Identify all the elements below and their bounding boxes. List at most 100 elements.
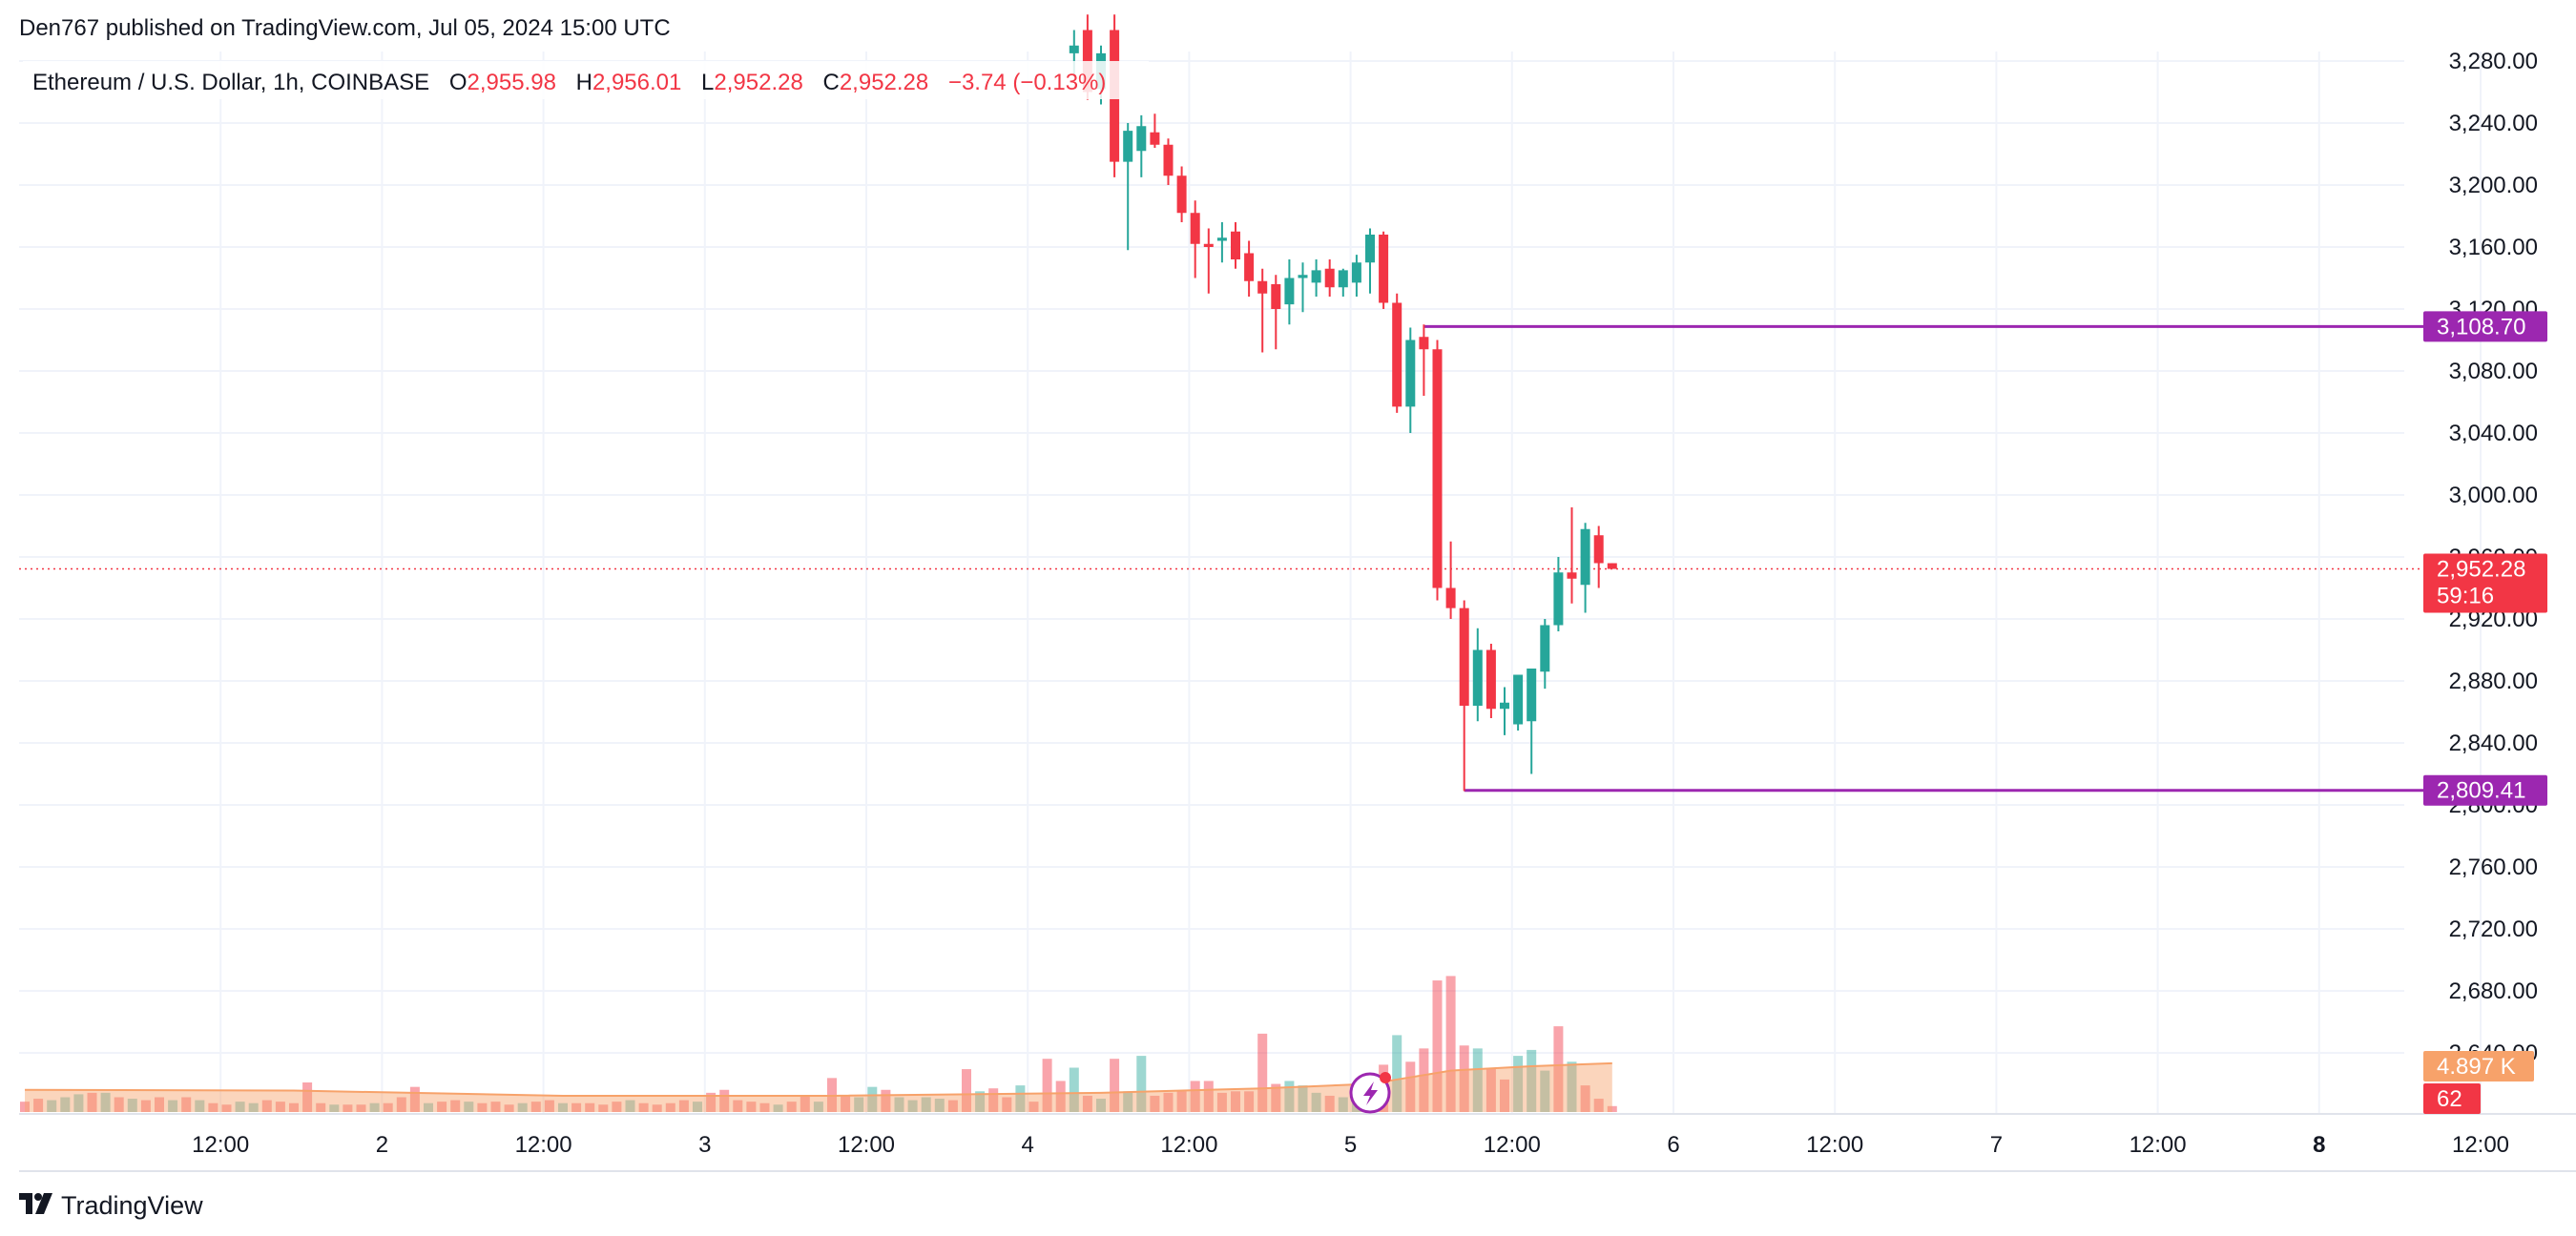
volume-bar bbox=[1485, 1067, 1496, 1112]
price-tick-label: 2,680.00 bbox=[2449, 978, 2538, 1004]
legend-symbol: Ethereum / U.S. Dollar, 1h, COINBASE bbox=[32, 70, 429, 95]
time-axis[interactable]: 12:00 2 12:00 3 12:00 4 12:00 5 12:00 6 12:00 7 12:0… bbox=[192, 1132, 2509, 1158]
time-tick-label: 2 bbox=[376, 1132, 388, 1158]
chart-pane[interactable] bbox=[19, 52, 2404, 1114]
legend-change: −3.74 (−0.13%) bbox=[948, 70, 1106, 95]
volume-bar bbox=[773, 1104, 783, 1112]
price-tick-label: 3,200.00 bbox=[2449, 173, 2538, 198]
price-tick-label: 2,840.00 bbox=[2449, 731, 2538, 756]
time-tick-label: 7 bbox=[1990, 1132, 2003, 1158]
volume-bar bbox=[195, 1100, 205, 1112]
volume-bar bbox=[1500, 1079, 1509, 1112]
time-tick-label: 12:00 bbox=[1806, 1132, 1863, 1158]
time-tick-label: 12:00 bbox=[2452, 1132, 2509, 1158]
candle-body bbox=[1190, 213, 1200, 244]
legend-close-value: 2,952.28 bbox=[840, 70, 928, 95]
volume-last-badge-text: 62 bbox=[2437, 1086, 2462, 1112]
volume-bar bbox=[73, 1094, 84, 1112]
level-price-badge-text: 3,108.70 bbox=[2437, 314, 2525, 340]
volume-bar bbox=[1392, 1035, 1402, 1112]
volume-bar bbox=[87, 1092, 97, 1112]
candle-body bbox=[1593, 535, 1604, 564]
volume-bar bbox=[1338, 1097, 1348, 1112]
volume-bar bbox=[302, 1082, 313, 1112]
time-tick-label: 12:00 bbox=[1160, 1132, 1217, 1158]
time-tick-label: 12:00 bbox=[515, 1132, 572, 1158]
svg-text:Ethereum / U.S. Dollar, 1h, CO: Ethereum / U.S. Dollar, 1h, COINBASE O 2,… bbox=[32, 70, 1106, 95]
volume-bar bbox=[316, 1102, 326, 1112]
legend-low-value: 2,952.28 bbox=[714, 70, 802, 95]
candle-body bbox=[1231, 231, 1240, 259]
volume-bar bbox=[1419, 1048, 1429, 1112]
candle-body bbox=[1472, 649, 1483, 706]
volume-bar bbox=[571, 1102, 582, 1112]
level-price-badge-bg bbox=[2423, 311, 2547, 342]
volume-ma-badge[interactable]: 4.897 K bbox=[2423, 1051, 2534, 1082]
volume-bar bbox=[343, 1104, 353, 1112]
last-price-badge-text: 59:16 bbox=[2437, 584, 2494, 609]
volume-bar bbox=[356, 1104, 366, 1112]
ohlc-legend[interactable]: Ethereum / U.S. Dollar, 1h, COINBASE O 2,… bbox=[23, 61, 1149, 99]
candle-body bbox=[1150, 132, 1160, 145]
price-tick-label: 3,000.00 bbox=[2449, 483, 2538, 508]
volume-bar bbox=[1163, 1092, 1174, 1112]
candle-body bbox=[1379, 235, 1389, 303]
candle-body bbox=[1405, 340, 1416, 407]
price-tick-label: 3,240.00 bbox=[2449, 111, 2538, 136]
lightning-icon[interactable] bbox=[1349, 1072, 1391, 1114]
volume-bar bbox=[1311, 1092, 1321, 1112]
volume-bar bbox=[693, 1102, 702, 1112]
volume-last-badge[interactable]: 62 bbox=[2423, 1083, 2481, 1114]
candle-body bbox=[1069, 45, 1079, 53]
volume-bar bbox=[1002, 1097, 1012, 1112]
volume-bar bbox=[235, 1102, 245, 1112]
volume-bar bbox=[369, 1102, 380, 1112]
legend-high-label: H bbox=[576, 70, 592, 95]
price-tick-label: 2,880.00 bbox=[2449, 669, 2538, 694]
volume-bar bbox=[47, 1100, 57, 1112]
volume-bar bbox=[221, 1104, 232, 1112]
volume-ma-badge-text: 4.897 K bbox=[2437, 1054, 2516, 1080]
volume-bar bbox=[1069, 1067, 1079, 1112]
volume-bar bbox=[665, 1102, 675, 1112]
candle-body bbox=[1351, 262, 1361, 283]
grid bbox=[19, 52, 2482, 1114]
legend-open-label: O bbox=[449, 70, 467, 95]
volume-bar bbox=[558, 1102, 568, 1112]
candle-body bbox=[1338, 270, 1348, 288]
price-levels[interactable] bbox=[19, 324, 2423, 793]
candle-body bbox=[1163, 144, 1174, 176]
volume-bar bbox=[409, 1086, 420, 1112]
volume-bar bbox=[652, 1104, 662, 1112]
candle-body bbox=[1136, 126, 1147, 152]
level-price-badge[interactable]: 2,809.41 bbox=[2423, 774, 2547, 806]
candle-body bbox=[1365, 235, 1375, 263]
volume-bar bbox=[934, 1099, 945, 1112]
volume-bar bbox=[100, 1092, 111, 1112]
volume-last-badge-bg bbox=[2423, 1083, 2481, 1114]
volume-bar bbox=[894, 1097, 904, 1112]
level-price-badge[interactable]: 3,108.70 bbox=[2423, 311, 2547, 342]
volume-bar bbox=[1257, 1033, 1268, 1112]
time-tick-label: 4 bbox=[1022, 1132, 1034, 1158]
volume-bar bbox=[261, 1100, 272, 1112]
volume-bar bbox=[1432, 980, 1443, 1112]
candle-body bbox=[1580, 528, 1590, 586]
volume-bar bbox=[1580, 1085, 1590, 1112]
volume-bar bbox=[719, 1089, 730, 1112]
volume-bar bbox=[598, 1104, 609, 1112]
candle-body bbox=[1432, 349, 1443, 588]
time-tick-label: 12:00 bbox=[838, 1132, 895, 1158]
candle-body bbox=[1513, 674, 1524, 725]
volume-bar bbox=[1042, 1059, 1052, 1112]
volume-bar bbox=[1472, 1048, 1483, 1112]
footer-branding[interactable]: TradingView bbox=[19, 1190, 203, 1221]
candle-body bbox=[1123, 131, 1133, 162]
volume-bar bbox=[1203, 1081, 1214, 1112]
time-tick-label: 12:00 bbox=[192, 1132, 249, 1158]
volume-bar bbox=[464, 1102, 474, 1112]
volume-bar bbox=[33, 1099, 44, 1112]
tradingview-logo-icon bbox=[19, 1190, 53, 1221]
